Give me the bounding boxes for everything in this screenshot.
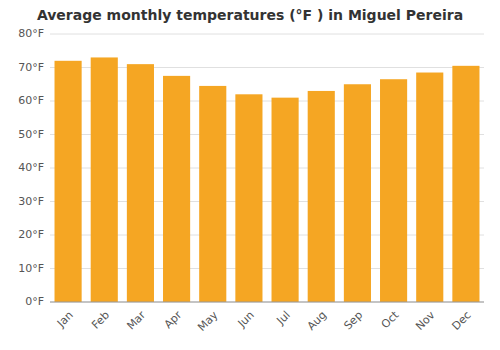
y-tick-label: 30°F — [18, 195, 44, 208]
x-tick-label: Dec — [449, 309, 473, 333]
y-tick-label: 70°F — [18, 61, 44, 74]
grid — [50, 34, 484, 302]
x-tick-label: Aug — [305, 309, 329, 333]
bar — [235, 94, 262, 302]
y-axis: 0°F 10°F 20°F 30°F 40°F 50°F 60°F 70°F 80°F — [18, 27, 44, 308]
bar — [55, 61, 82, 302]
bar — [163, 76, 190, 302]
bar — [127, 64, 154, 302]
bar — [199, 86, 226, 302]
grid-line — [50, 302, 484, 303]
y-tick-label: 60°F — [18, 94, 44, 107]
bar — [380, 79, 407, 302]
bar — [416, 73, 443, 302]
bar — [344, 84, 371, 302]
x-tick-label: May — [195, 308, 221, 334]
x-tick-label: Jun — [235, 309, 257, 331]
bar — [452, 66, 479, 302]
title: Average monthly temperatures (°F ) in Mi… — [37, 7, 463, 23]
chart-container: 0°F 10°F 20°F 30°F 40°F 50°F 60°F 70°F 80°F Jan Fe… — [0, 0, 500, 350]
x-axis: Jan Feb Mar Apr May Jun Jul Aug Sep Oct Nov Dec — [54, 308, 474, 334]
y-tick-label: 0°F — [25, 295, 44, 308]
x-tick-label: Jan — [54, 309, 76, 331]
chart-svg: 0°F 10°F 20°F 30°F 40°F 50°F 60°F 70°F 80°F Jan Fe… — [0, 0, 500, 350]
grid-line — [50, 34, 484, 35]
bars — [55, 57, 480, 302]
y-tick-label: 10°F — [18, 262, 44, 275]
bar — [308, 91, 335, 302]
y-tick-label: 40°F — [18, 161, 44, 174]
bar — [91, 57, 118, 302]
x-tick-label: Apr — [162, 308, 185, 331]
y-tick-label: 80°F — [18, 27, 44, 40]
x-tick-label: Sep — [341, 309, 365, 333]
x-axis-line — [50, 302, 484, 303]
y-tick-label: 50°F — [18, 128, 44, 141]
x-tick-label: Nov — [413, 308, 438, 333]
y-tick-label: 20°F — [18, 228, 44, 241]
x-tick-label: Jul — [274, 309, 293, 328]
x-tick-label: Oct — [379, 308, 402, 331]
x-tick-label: Feb — [89, 309, 112, 332]
bar — [272, 98, 299, 302]
x-tick-label: Mar — [124, 308, 148, 332]
